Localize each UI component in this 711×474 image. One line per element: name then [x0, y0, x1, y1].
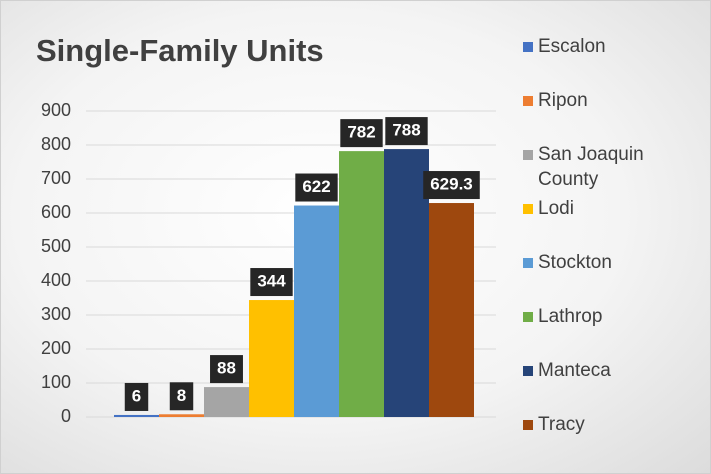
bar [294, 205, 339, 417]
legend-item: Manteca [523, 358, 663, 383]
y-tick-label: 600 [41, 202, 71, 222]
data-label: 622 [295, 173, 338, 202]
data-label: 782 [340, 119, 383, 148]
data-label: 88 [210, 355, 243, 384]
y-tick-label: 0 [61, 406, 71, 426]
data-label-box [295, 173, 338, 202]
bar [384, 149, 429, 417]
data-label-text: 782 [347, 123, 375, 142]
legend-swatch [523, 42, 533, 52]
y-tick-label: 100 [41, 372, 71, 392]
legend-swatch [523, 204, 533, 214]
bar [339, 151, 384, 417]
bar [114, 414, 159, 417]
legend-item: Escalon [523, 34, 663, 59]
legend-swatch [523, 366, 533, 376]
data-label: 629.3 [423, 171, 480, 200]
data-label-box [385, 117, 428, 146]
bar [249, 300, 294, 417]
legend-item: Ripon [523, 88, 663, 113]
legend-item: Lathrop [523, 304, 663, 329]
legend-label: Lathrop [538, 306, 603, 327]
legend-item: Lodi [523, 196, 663, 221]
legend-label: San Joaquin County [538, 144, 644, 190]
bar [159, 414, 204, 417]
bar [429, 203, 474, 417]
data-label-text: 622 [302, 177, 330, 196]
data-label: 8 [169, 382, 194, 411]
y-tick-label: 700 [41, 168, 71, 188]
legend-swatch [523, 96, 533, 106]
data-label-text: 8 [177, 386, 186, 405]
data-label-box [210, 355, 243, 384]
legend-label: Tracy [538, 414, 585, 435]
data-label-box [423, 171, 480, 200]
y-tick-label: 300 [41, 304, 71, 324]
legend-label: Lodi [538, 198, 574, 219]
y-tick-label: 400 [41, 270, 71, 290]
legend-label: Manteca [538, 360, 611, 381]
data-label-text: 88 [217, 359, 236, 378]
data-label: 344 [250, 268, 293, 297]
data-label-box [169, 382, 194, 411]
data-label-box [340, 119, 383, 148]
legend-swatch [523, 420, 533, 430]
data-label-text: 788 [392, 121, 420, 140]
legend-swatch [523, 312, 533, 322]
data-label-text: 629.3 [430, 175, 473, 194]
data-label-text: 6 [132, 386, 141, 405]
legend-item: San Joaquin County [523, 142, 663, 192]
data-label-text: 344 [257, 272, 286, 291]
legend-swatch [523, 258, 533, 268]
y-tick-label: 500 [41, 236, 71, 256]
legend-swatch [523, 150, 533, 160]
legend-label: Escalon [538, 36, 606, 57]
y-tick-label: 900 [41, 100, 71, 120]
bar [204, 387, 249, 417]
data-label-box [250, 268, 293, 297]
legend-item: Stockton [523, 250, 663, 275]
chart-title: Single-Family Units [36, 33, 324, 68]
y-tick-label: 800 [41, 134, 71, 154]
y-tick-label: 200 [41, 338, 71, 358]
legend-item: Tracy [523, 412, 663, 437]
data-label: 6 [124, 382, 149, 411]
data-label-box [124, 382, 149, 411]
legend-label: Ripon [538, 90, 588, 111]
data-label: 788 [385, 117, 428, 146]
legend-label: Stockton [538, 252, 612, 273]
